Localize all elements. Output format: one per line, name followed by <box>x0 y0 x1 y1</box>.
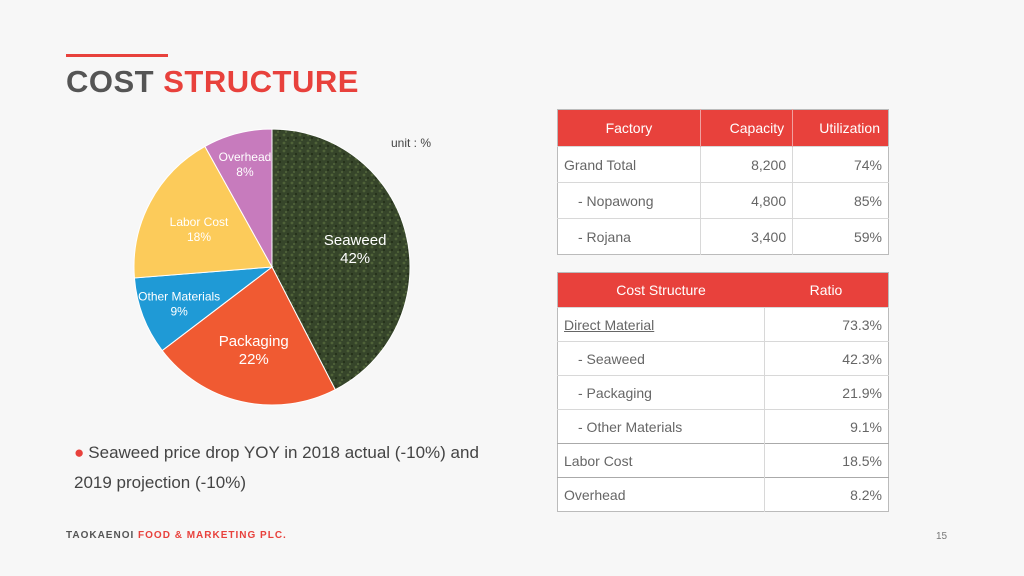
utilization-cell: 74% <box>792 146 889 183</box>
col-header-factory: Factory <box>557 109 701 147</box>
row-label: - Nopawong <box>557 182 701 219</box>
cost-header-row: Cost Structure Ratio <box>557 272 889 308</box>
row-label: - Packaging <box>557 375 764 410</box>
ratio-cell: 9.1% <box>763 409 889 444</box>
pie-label-seaweed: Seaweed <box>324 232 387 249</box>
row-label: Grand Total <box>557 146 701 183</box>
table-row: Direct Material 73.3% <box>557 307 889 342</box>
capacity-cell: 8,200 <box>699 146 793 183</box>
row-label: - Seaweed <box>557 341 764 376</box>
pie-value-packaging: 22% <box>239 351 269 368</box>
pie-slice-seaweed <box>271 128 411 391</box>
table-row: - Seaweed 42.3% <box>557 341 889 376</box>
pie-value-overhead: 8% <box>236 165 254 179</box>
ratio-cell: 73.3% <box>763 307 889 342</box>
capacity-cell: 4,800 <box>699 182 793 219</box>
title-part-2: STRUCTURE <box>163 64 359 99</box>
table-row: Labor Cost 18.5% <box>557 443 889 478</box>
pie-value-seaweed: 42% <box>340 250 370 267</box>
bullet-text: Seaweed price drop YOY in 2018 actual (-… <box>74 443 479 492</box>
row-label: Labor Cost <box>557 443 764 478</box>
table-row: - Packaging 21.9% <box>557 375 889 410</box>
capacity-cell: 3,400 <box>699 218 793 255</box>
bullet-note: ● Seaweed price drop YOY in 2018 actual (… <box>74 438 514 498</box>
ratio-cell: 42.3% <box>763 341 889 376</box>
bullet-dot-icon: ● <box>74 443 85 462</box>
table-row: Overhead 8.2% <box>557 477 889 512</box>
capacity-header-row: Factory Capacity Utilization <box>557 109 889 147</box>
utilization-cell: 59% <box>792 218 889 255</box>
row-label: - Other Materials <box>557 409 764 444</box>
footer-company-part-1: TAOKAENOI <box>66 530 135 541</box>
col-header-utilization: Utilization <box>792 109 889 147</box>
title-accent-bar <box>66 54 168 57</box>
ratio-cell: 21.9% <box>763 375 889 410</box>
pie-slice-overhead <box>204 128 273 269</box>
col-header-capacity: Capacity <box>699 109 793 147</box>
row-label: Overhead <box>557 477 764 512</box>
col-header-cost-structure: Cost Structure <box>557 272 764 308</box>
cost-structure-table: Cost Structure Ratio Direct Material 73.… <box>557 272 889 512</box>
table-row: - Other Materials 9.1% <box>557 409 889 444</box>
page-number: 15 <box>936 531 948 542</box>
ratio-cell: 8.2% <box>763 477 889 512</box>
table-row: Grand Total 8,200 74% <box>557 146 889 183</box>
pie-label-overhead: Overhead <box>219 150 272 164</box>
capacity-table: Factory Capacity Utilization Grand Total… <box>557 109 889 255</box>
pie-label-other-materials: Other Materials <box>138 289 220 303</box>
pie-slice-other-materials <box>133 266 274 352</box>
unit-label: unit : % <box>391 136 432 150</box>
col-header-ratio: Ratio <box>764 272 889 308</box>
page-title: COST STRUCTURE <box>66 64 359 100</box>
row-label: - Rojana <box>557 218 701 255</box>
title-part-1: COST <box>66 64 155 99</box>
pie-label-packaging: Packaging <box>219 333 289 350</box>
pie-value-labor-cost: 18% <box>187 230 211 244</box>
pie-value-other-materials: 9% <box>171 304 189 318</box>
pie-slice-labor-cost <box>133 145 273 279</box>
footer-company-part-2: FOOD & MARKETING PLC. <box>138 530 287 541</box>
table-row: - Rojana 3,400 59% <box>557 218 889 255</box>
pie-slice-packaging <box>161 266 336 406</box>
ratio-cell: 18.5% <box>763 443 889 478</box>
footer-company: TAOKAENOI FOOD & MARKETING PLC. <box>66 530 287 541</box>
row-label: Direct Material <box>564 316 655 333</box>
utilization-cell: 85% <box>792 182 889 219</box>
table-row: - Nopawong 4,800 85% <box>557 182 889 219</box>
pie-label-labor-cost: Labor Cost <box>170 215 229 229</box>
